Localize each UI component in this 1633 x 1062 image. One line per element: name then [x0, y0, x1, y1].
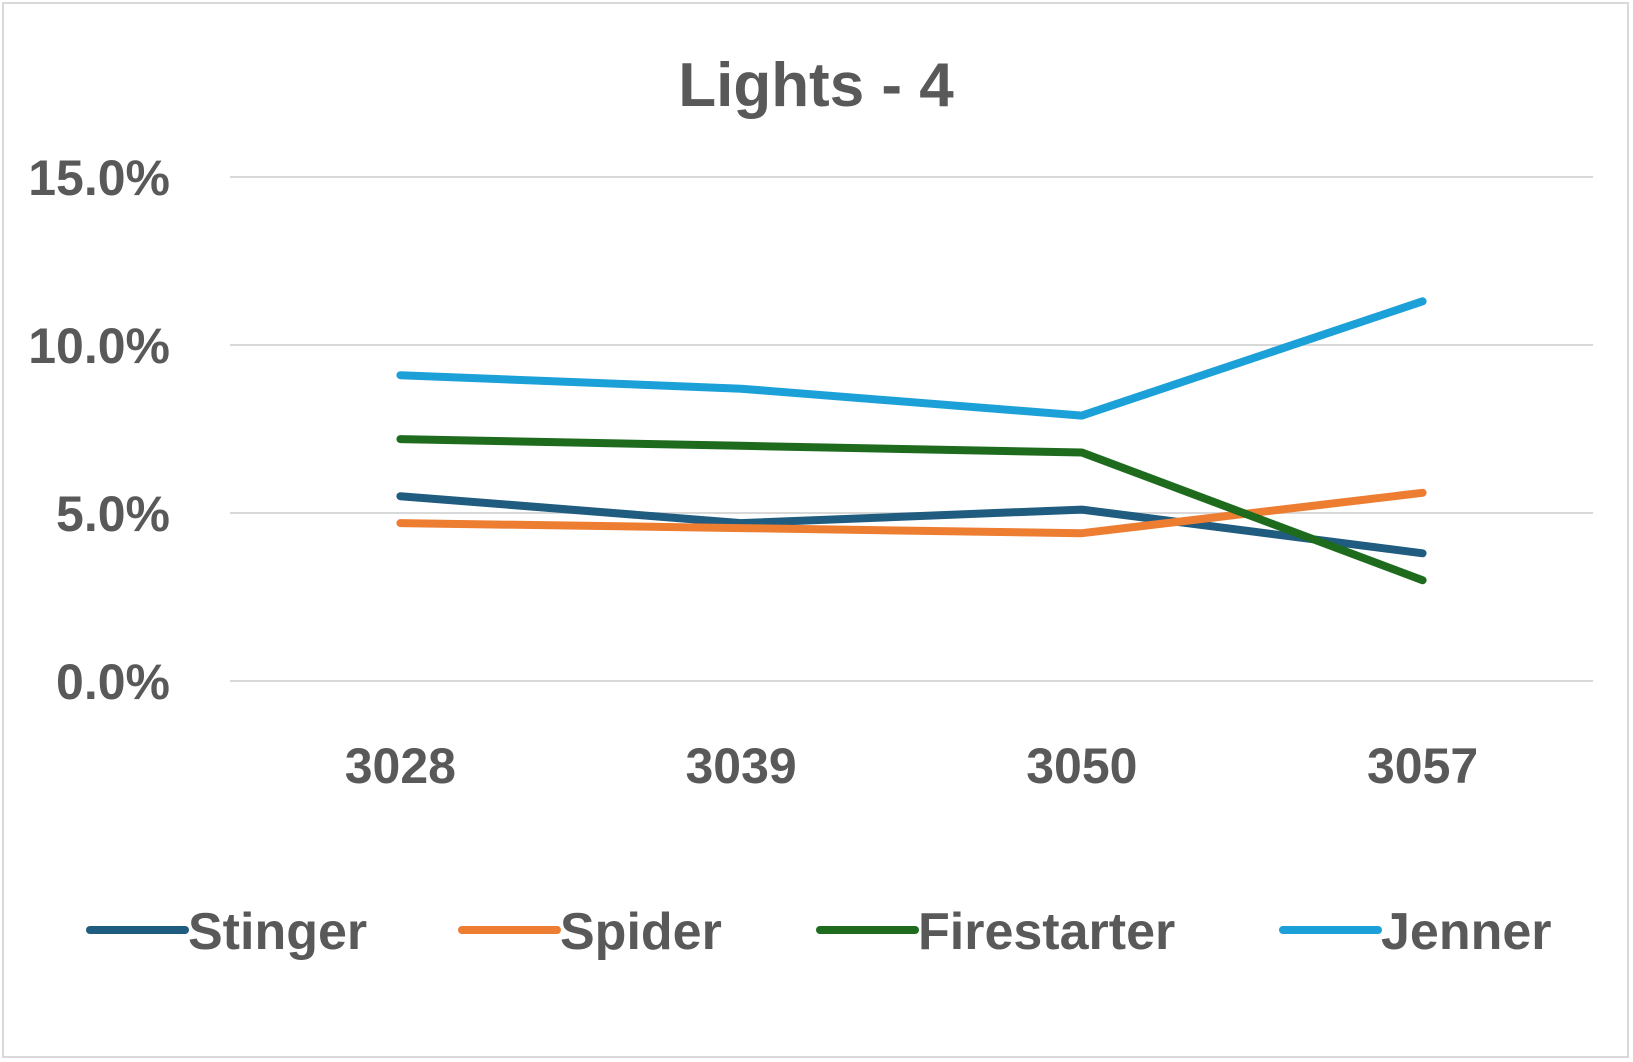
gridlines [230, 176, 1593, 682]
y-tick-label: 0.0% [56, 654, 170, 710]
y-axis-ticks: 0.0% 5.0% 10.0% 15.0% [28, 150, 170, 710]
x-tick-label: 3050 [1026, 738, 1137, 794]
x-tick-label: 3028 [345, 738, 456, 794]
series-line-firestarter [396, 435, 1427, 585]
legend-label-firestarter: Firestarter [918, 903, 1175, 961]
series-lines [396, 297, 1427, 585]
legend-label-stinger: Stinger [188, 903, 367, 961]
x-tick-label: 3057 [1367, 738, 1478, 794]
y-tick-label: 5.0% [56, 486, 170, 542]
y-tick-label: 10.0% [28, 318, 170, 374]
series-line-stinger [396, 492, 1427, 558]
legend: Stinger Spider Firestarter Jenner [86, 903, 1552, 961]
legend-label-spider: Spider [560, 903, 722, 961]
legend-label-jenner: Jenner [1381, 903, 1552, 961]
x-tick-label: 3039 [686, 738, 797, 794]
chart-title: Lights - 4 [678, 51, 954, 120]
x-axis-ticks: 3028 3039 3050 3057 [345, 738, 1478, 794]
series-line-jenner [396, 297, 1427, 420]
y-tick-label: 15.0% [28, 150, 170, 206]
